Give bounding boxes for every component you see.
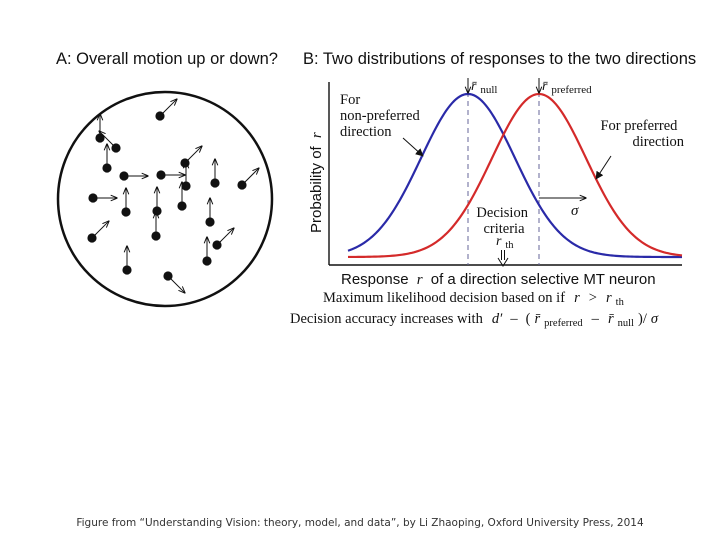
dot [210,178,220,188]
moving-dot [237,168,258,190]
moving-dot [151,212,161,241]
x-axis-label-text: Response [341,271,409,288]
x-axis-label-var: r [417,272,423,288]
dot [163,271,173,281]
dot [119,171,129,181]
dot [156,170,166,180]
moving-dot [121,188,131,217]
dot [205,217,215,227]
threshold-arrow [497,250,509,267]
x-axis-label-rest: of a direction selective MT neuron [431,271,656,288]
aperture-circle [56,90,274,308]
y-axis-label: Probability of r [308,132,325,233]
dot [152,206,162,216]
panel-b-title: B: Two distributions of responses to the… [303,50,696,68]
preferred-pointer-arrow [595,155,612,180]
d-prime-r-null: r̄ [608,311,614,327]
d-prime-close-paren: )/ [638,311,648,327]
moving-dot [156,170,185,180]
mean-null-subscript: null [480,84,497,96]
annotation-non-preferred-line1: For [340,92,360,108]
threshold-subscript: th [505,240,514,251]
annotation-preferred: For preferred direction [600,118,684,150]
d-prime-equals: – [509,311,518,327]
moving-dot [87,221,108,243]
dot [177,201,187,211]
moving-dot [163,271,184,292]
dot [181,181,191,191]
moving-dot [202,237,212,266]
max-likelihood-rth: r [606,290,612,306]
threshold-label: r th [496,232,514,251]
dot-field [87,99,258,293]
dot [88,193,98,203]
mean-null-label: r̄ null [471,77,497,96]
threshold-symbol: r [496,234,502,249]
moving-dot [155,99,176,121]
dot [151,231,161,241]
dot [87,233,97,243]
decision-accuracy-text: Decision accuracy increases with [290,311,484,327]
x-axis-label: Response r of a direction selective MT n… [341,271,656,288]
d-prime-r-null-subscript: null [618,318,634,329]
mean-preferred-label: r̄ preferred [542,77,592,96]
dot [121,207,131,217]
y-axis-label-var: r [309,132,325,138]
max-likelihood-rth-subscript: th [616,297,625,308]
d-prime-r-preferred: r̄ [534,311,540,327]
d-prime-sigma: σ [651,311,659,327]
moving-dot [212,228,233,250]
d-prime-symbol: d′ [492,311,503,327]
moving-dot [95,114,105,143]
annotation-non-preferred-line2: non-preferred [340,108,420,124]
dot [180,158,190,168]
dot [122,265,132,275]
moving-dot [152,187,162,216]
dot [237,180,247,190]
dot [111,143,121,153]
dot [155,111,165,121]
annotation-preferred-line1: For preferred [600,118,678,134]
panel-a-title: A: Overall motion up or down? [56,50,278,68]
moving-dot [180,146,201,168]
max-likelihood-r: r [574,290,580,306]
moving-dot [205,198,215,227]
annotation-non-preferred-line3: direction [340,124,392,140]
max-likelihood-text: Maximum likelihood decision based on if [323,290,565,306]
null-distribution-curve [347,92,682,259]
decision-criteria-line2: criteria [483,221,525,237]
figure-credit: Figure from “Understanding Vision: theor… [76,517,644,529]
dot [102,163,112,173]
moving-dot [99,131,121,153]
max-likelihood-line: Maximum likelihood decision based on if … [323,290,625,308]
mean-preferred-symbol: r̄ [542,79,548,94]
max-likelihood-gt: > [589,290,597,306]
moving-dot [102,144,112,173]
decision-accuracy-line: Decision accuracy increases with d′ – ( … [290,311,659,330]
sigma-label: σ [571,203,579,219]
moving-dot [210,159,220,188]
moving-dot [88,193,117,203]
moving-dot [122,246,132,275]
annotation-non-preferred: For non-preferred direction [340,92,423,140]
decision-criteria-label: Decision criteria [476,205,531,237]
panel-b: B: Two distributions of responses to the… [290,50,696,330]
mean-preferred-subscript: preferred [551,84,592,96]
dot [202,256,212,266]
d-prime-open-paren: ( [526,311,531,327]
panel-a: A: Overall motion up or down? [56,50,278,308]
annotation-preferred-line2: direction [632,134,684,150]
dot [212,240,222,250]
d-prime-minus: – [591,311,600,327]
d-prime-r-preferred-subscript: preferred [544,318,583,329]
non-preferred-pointer-arrow [402,137,424,157]
preferred-distribution-curve [347,92,683,259]
mean-null-symbol: r̄ [471,79,477,94]
moving-dot [177,182,187,211]
moving-dot [119,171,148,181]
y-axis-label-text: Probability of [308,145,325,233]
decision-criteria-line1: Decision [476,205,528,221]
